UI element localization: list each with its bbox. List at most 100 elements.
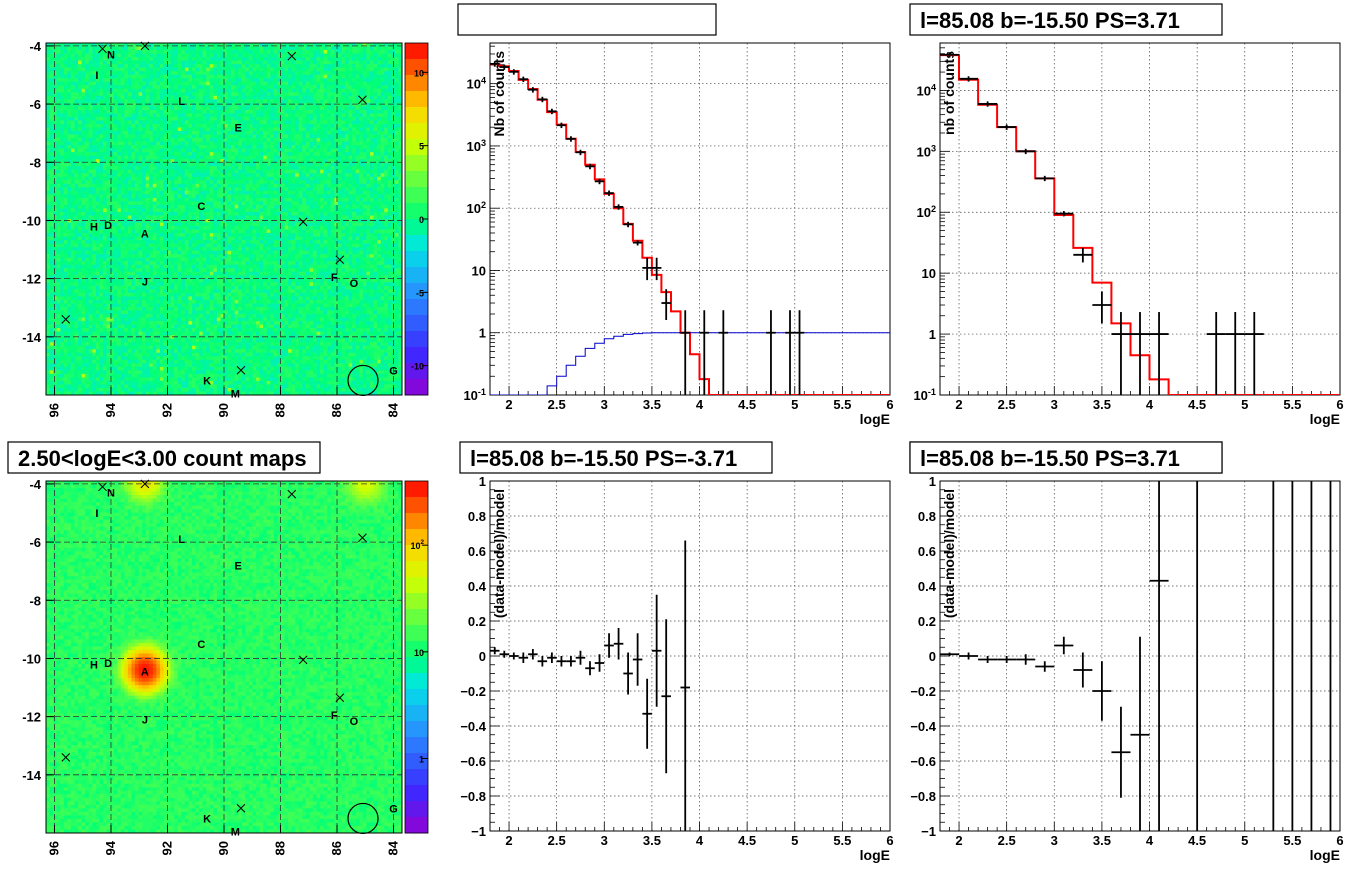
heatmap-cell	[231, 211, 236, 216]
heatmap-cell	[273, 194, 278, 199]
heatmap-cell	[149, 155, 154, 160]
heatmap-cell	[67, 78, 72, 83]
heatmap-cell	[174, 60, 179, 65]
heatmap-cell	[124, 194, 129, 199]
heatmap-cell	[316, 152, 321, 157]
heatmap-cell	[362, 106, 367, 111]
heatmap-cell	[202, 145, 207, 149]
heatmap-cell	[167, 204, 171, 209]
heatmap-cell	[270, 116, 275, 121]
heatmap-cell	[152, 166, 157, 171]
heatmap-cell	[348, 99, 353, 104]
heatmap-cell	[149, 141, 154, 146]
heatmap-cell	[259, 194, 264, 199]
heatmap-cell	[323, 109, 328, 114]
heatmap-cell	[266, 190, 271, 195]
heatmap-cell	[138, 95, 143, 100]
heatmap-cell	[202, 148, 207, 153]
heatmap-cell	[231, 194, 236, 199]
heatmap-cell	[220, 64, 225, 69]
heatmap-cell	[49, 141, 54, 146]
heatmap-cell	[270, 194, 275, 199]
heatmap-cell	[313, 78, 317, 83]
heatmap-cell	[398, 109, 403, 114]
heatmap-cell	[102, 194, 107, 199]
heatmap-cell	[74, 145, 79, 149]
heatmap-cell	[138, 43, 143, 47]
heatmap-cell	[46, 155, 50, 160]
heatmap-cell	[195, 99, 200, 104]
heatmap-cell	[387, 43, 392, 47]
heatmap-cell	[248, 204, 253, 209]
heatmap-cell	[266, 50, 271, 54]
heatmap-cell	[241, 211, 246, 216]
heatmap-cell	[216, 183, 221, 188]
heatmap-cell	[95, 190, 100, 195]
heatmap-cell	[181, 155, 186, 160]
heatmap-cell	[377, 92, 382, 97]
heatmap-cell	[327, 169, 332, 174]
heatmap-cell	[394, 64, 399, 69]
heatmap-cell	[124, 95, 129, 100]
heatmap-cell	[298, 92, 303, 97]
heatmap-cell	[181, 116, 186, 121]
heatmap-cell	[63, 169, 68, 174]
heatmap-cell	[149, 187, 154, 192]
heatmap-cell	[138, 78, 143, 83]
heatmap-cell	[387, 211, 392, 216]
heatmap-cell	[131, 204, 136, 209]
heatmap-cell	[277, 208, 282, 213]
heatmap-cell	[92, 190, 97, 195]
heatmap-cell	[345, 99, 349, 104]
heatmap-cell	[252, 173, 257, 178]
heatmap-cell	[49, 148, 54, 153]
heatmap-cell	[227, 152, 232, 157]
heatmap-cell	[330, 88, 335, 93]
heatmap-cell	[67, 53, 72, 58]
heatmap-cell	[120, 152, 125, 157]
heatmap-cell	[270, 53, 275, 58]
heatmap-cell	[85, 215, 90, 220]
heatmap-cell	[323, 71, 328, 76]
heatmap-cell	[138, 99, 143, 104]
heatmap-cell	[309, 204, 314, 209]
heatmap-cell	[177, 194, 182, 199]
heatmap-cell	[273, 215, 278, 220]
heatmap-cell	[127, 64, 132, 69]
heatmap-cell	[85, 57, 90, 61]
heatmap-cell	[159, 187, 164, 192]
heatmap-cell	[67, 99, 72, 104]
heatmap-cell	[152, 180, 157, 185]
heatmap-cell	[394, 57, 399, 61]
heatmap-cell	[394, 85, 399, 90]
heatmap-cell	[334, 67, 339, 72]
heatmap-cell	[113, 46, 118, 51]
heatmap-cell	[277, 201, 282, 206]
heatmap-cell	[184, 85, 189, 90]
heatmap-cell	[113, 67, 118, 72]
heatmap-cell	[352, 60, 357, 65]
heatmap-cell	[291, 60, 296, 65]
heatmap-cell	[216, 71, 221, 76]
heatmap-cell	[120, 113, 125, 118]
heatmap-cell	[174, 159, 179, 164]
heatmap-cell	[373, 131, 378, 135]
heatmap-cell	[323, 166, 328, 171]
heatmap-cell	[224, 183, 228, 188]
heatmap-cell	[117, 180, 122, 185]
heatmap-cell	[295, 201, 300, 206]
heatmap-cell	[102, 71, 107, 76]
heatmap-cell	[53, 215, 58, 220]
heatmap-cell	[345, 187, 349, 192]
heatmap-cell	[163, 208, 168, 213]
heatmap-cell	[259, 201, 264, 206]
heatmap-cell	[377, 166, 382, 171]
heatmap-cell	[394, 148, 399, 153]
heatmap-cell	[377, 81, 382, 86]
heatmap-cell	[88, 102, 93, 107]
heatmap-cell	[323, 123, 328, 128]
heatmap-cell	[224, 60, 228, 65]
heatmap-cell	[234, 155, 239, 160]
heatmap-cell	[316, 173, 321, 178]
heatmap-cell	[81, 116, 86, 121]
